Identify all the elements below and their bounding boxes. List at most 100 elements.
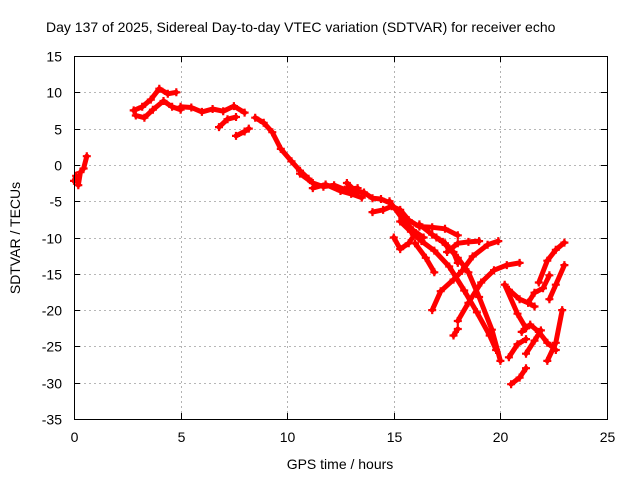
data-point xyxy=(129,106,138,115)
data-point xyxy=(411,239,420,248)
data-point xyxy=(494,237,503,246)
data-point xyxy=(131,111,140,120)
series-arc-21-markers xyxy=(453,258,524,325)
data-point xyxy=(458,266,466,275)
data-point xyxy=(515,295,524,304)
data-point xyxy=(79,164,88,173)
data-point xyxy=(453,258,462,267)
data-point xyxy=(74,181,83,190)
data-point xyxy=(428,230,437,239)
data-point xyxy=(430,268,439,277)
series-arc-20-markers xyxy=(449,325,462,340)
data-point xyxy=(530,336,539,345)
data-point xyxy=(251,113,260,122)
data-point xyxy=(342,179,351,187)
data-point xyxy=(351,187,360,195)
grid-lines xyxy=(74,56,607,419)
x-tick-label: 0 xyxy=(71,429,79,445)
series-arc-19-markers xyxy=(443,237,484,256)
data-point xyxy=(411,229,420,238)
data-point xyxy=(487,325,496,334)
series-arc-15-markers xyxy=(411,239,439,277)
series-arc-29 xyxy=(525,272,552,306)
data-point xyxy=(379,205,388,214)
data-point xyxy=(360,188,368,197)
series-arc-2-markers xyxy=(129,84,181,115)
y-tick-label: -10 xyxy=(42,231,62,247)
data-point xyxy=(468,252,477,261)
data-point xyxy=(453,231,462,240)
data-point xyxy=(417,237,426,246)
y-tick-label: 15 xyxy=(46,49,62,65)
data-point xyxy=(240,127,249,136)
data-point xyxy=(215,123,223,132)
data-point xyxy=(268,128,277,137)
data-point xyxy=(232,131,240,140)
data-point xyxy=(159,97,168,105)
data-point xyxy=(522,335,530,344)
series-arc-5-markers xyxy=(215,113,240,132)
series-arc-29-markers xyxy=(524,271,554,307)
data-point xyxy=(504,353,513,362)
data-point xyxy=(415,220,424,229)
data-point xyxy=(453,317,462,325)
data-point xyxy=(244,124,253,133)
data-point xyxy=(560,238,569,247)
data-point xyxy=(336,187,345,195)
x-tick-label: 15 xyxy=(387,429,403,445)
data-point xyxy=(530,302,539,311)
data-point xyxy=(464,298,473,307)
data-point xyxy=(436,287,445,296)
data-point xyxy=(172,88,181,97)
data-point xyxy=(428,306,437,315)
data-point xyxy=(472,308,481,317)
data-point xyxy=(475,237,484,246)
data-point xyxy=(515,373,524,382)
data-point xyxy=(396,217,405,226)
data-point xyxy=(287,157,296,166)
data-point xyxy=(168,102,177,111)
y-tick-label: -15 xyxy=(42,267,62,283)
x-tick-label: 10 xyxy=(280,429,296,445)
data-point xyxy=(232,113,240,121)
data-point xyxy=(138,102,147,111)
data-point xyxy=(396,245,405,254)
series-arc-3-markers xyxy=(131,97,185,122)
series-arc-24-markers xyxy=(507,364,530,389)
data-point xyxy=(385,197,394,206)
data-point xyxy=(515,258,524,267)
series-arc-28-markers xyxy=(534,238,569,287)
series-arc-31-markers xyxy=(543,306,567,365)
data-point xyxy=(449,331,458,340)
data-point xyxy=(377,195,385,203)
data-point xyxy=(443,248,452,256)
data-point xyxy=(148,105,157,114)
data-point xyxy=(389,233,398,242)
data-point xyxy=(560,261,569,270)
x-tick-label: 5 xyxy=(178,429,186,445)
data-point xyxy=(176,102,185,111)
data-point xyxy=(522,364,530,373)
data-point xyxy=(551,338,560,347)
data-point xyxy=(347,189,356,198)
data-point xyxy=(223,115,232,124)
series-arc-17-markers xyxy=(432,233,462,267)
data-point xyxy=(460,286,469,295)
data-point xyxy=(539,284,547,293)
data-point xyxy=(475,293,484,301)
data-point xyxy=(368,208,377,217)
x-tick-label: 25 xyxy=(600,429,616,445)
series-arc-6-markers xyxy=(232,124,253,140)
data-point xyxy=(276,144,285,153)
data-point xyxy=(357,193,366,202)
data-point xyxy=(507,380,516,389)
data-point xyxy=(502,261,511,270)
chart-title: Day 137 of 2025, Sidereal Day-to-day VTE… xyxy=(46,19,556,35)
data-point xyxy=(368,194,377,203)
data-point xyxy=(428,223,437,232)
data-point xyxy=(477,278,486,287)
data-point xyxy=(155,84,164,93)
axis-ticks xyxy=(74,56,608,420)
series-arc-4-markers xyxy=(176,102,249,117)
data-point xyxy=(526,320,535,329)
